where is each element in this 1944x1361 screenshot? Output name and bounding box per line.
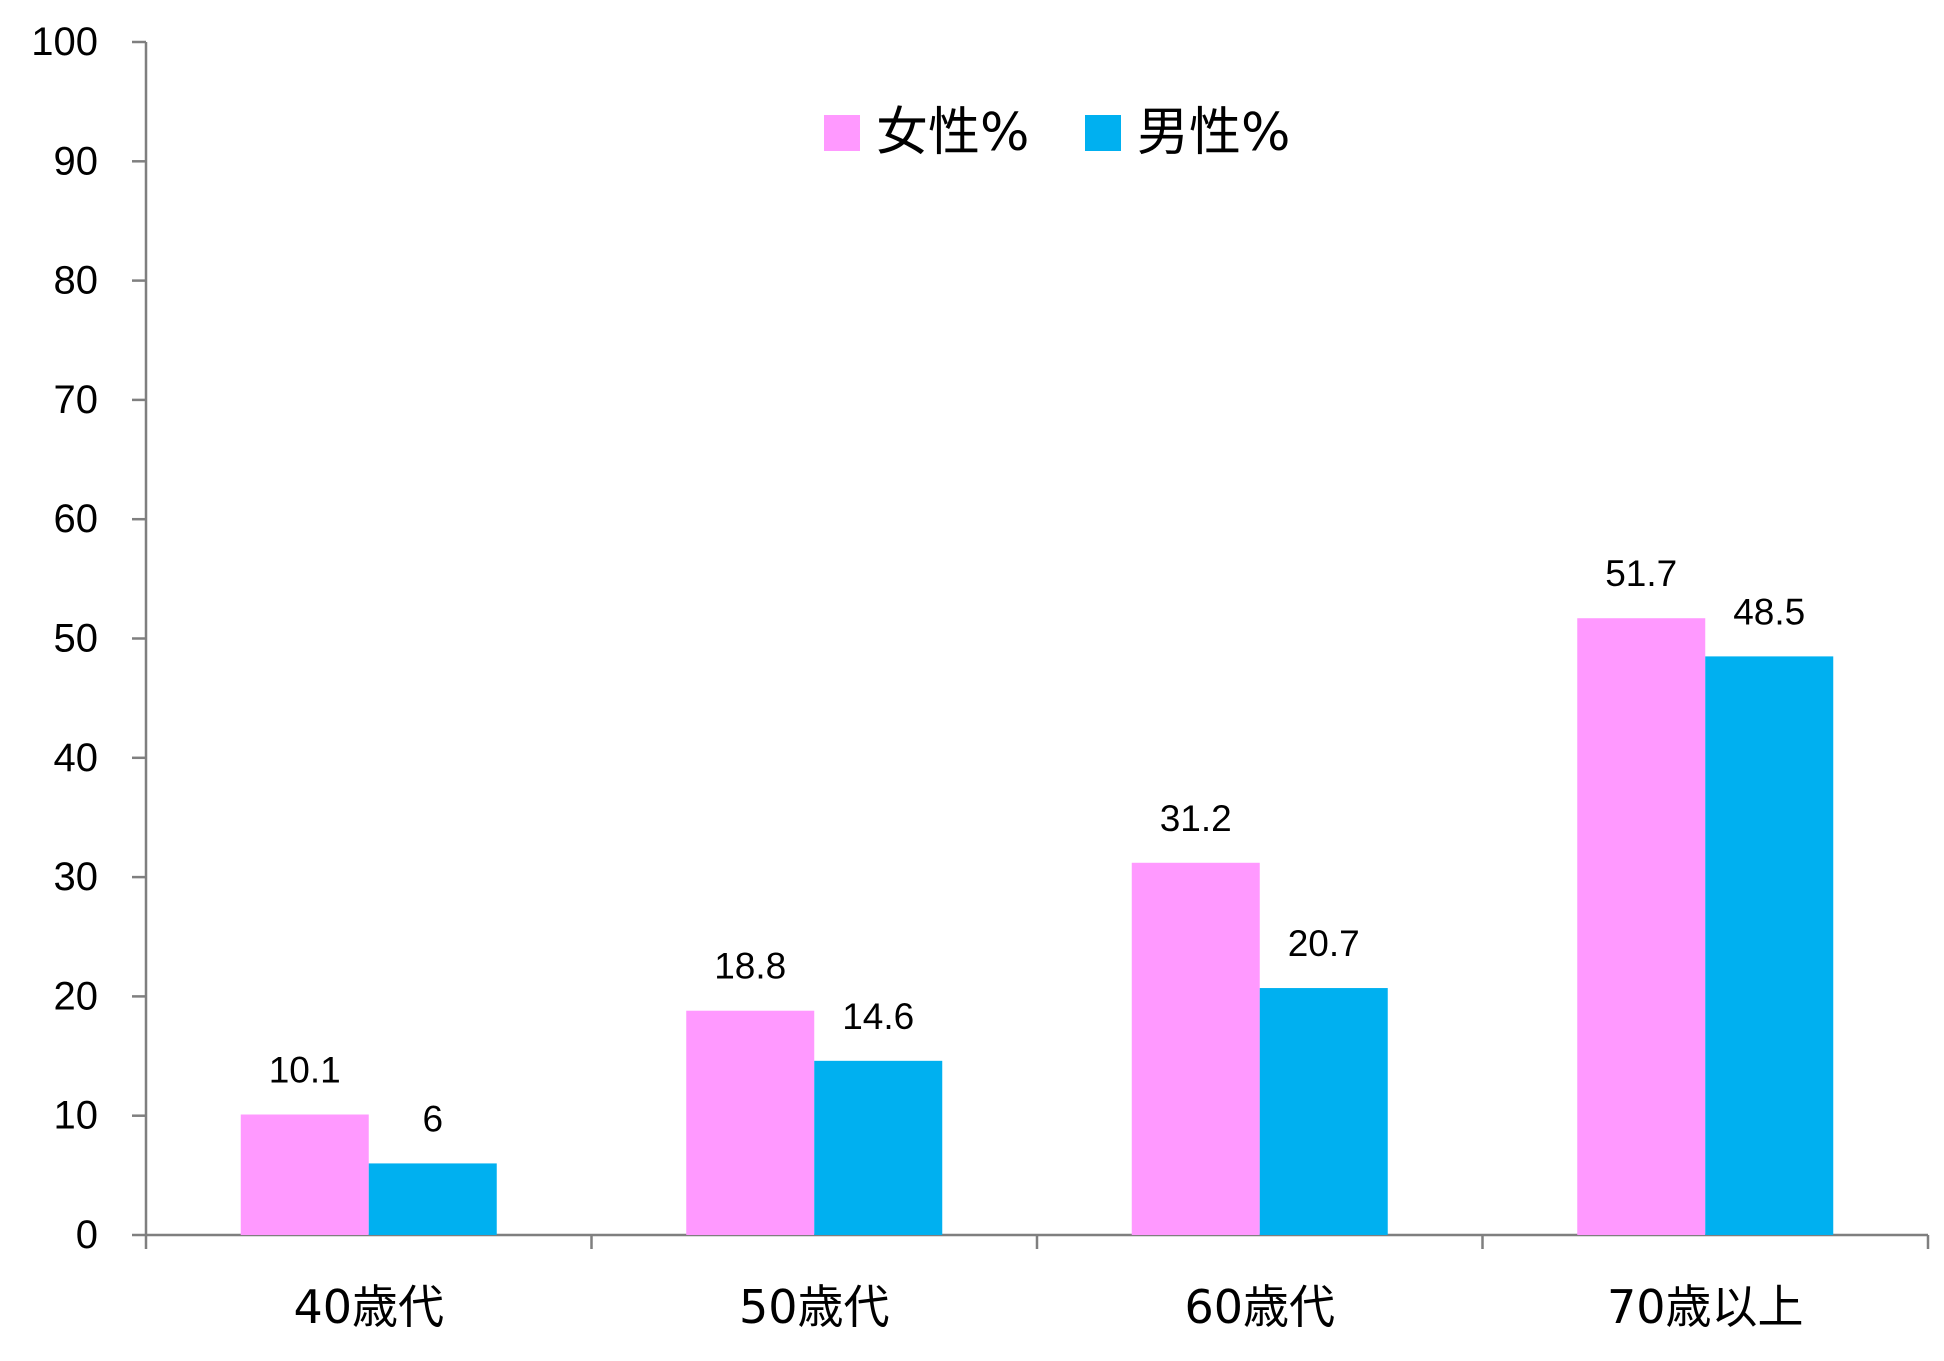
x-category-label: 70歳以上 <box>1607 1280 1804 1334</box>
bars <box>240 618 1834 1235</box>
x-category-label: 50歳代 <box>739 1280 890 1334</box>
y-tick-label: 0 <box>76 1213 98 1257</box>
data-label: 10.1 <box>269 1050 341 1091</box>
x-category-label: 60歳代 <box>1184 1280 1335 1334</box>
x-category-label: 40歳代 <box>293 1280 444 1334</box>
x-axis: 40歳代 50歳代 60歳代 70歳以上 <box>144 1233 1930 1334</box>
y-tick-label: 10 <box>54 1094 99 1138</box>
bar-male-0 <box>368 1163 497 1235</box>
data-label: 51.7 <box>1605 553 1677 594</box>
data-label: 31.2 <box>1160 798 1232 839</box>
y-tick-label: 90 <box>54 139 99 183</box>
bar-female-3 <box>1577 618 1706 1235</box>
bar-female-1 <box>686 1010 815 1235</box>
data-label: 48.5 <box>1733 591 1805 632</box>
legend: 女性% 男性% <box>824 103 1290 163</box>
bar-female-0 <box>240 1114 369 1235</box>
y-tick-label: 50 <box>54 617 99 661</box>
data-label: 18.8 <box>714 946 786 987</box>
legend-label-male: 男性% <box>1137 103 1290 163</box>
bar-male-2 <box>1259 988 1388 1235</box>
y-tick-label: 100 <box>31 20 98 64</box>
y-axis: 0 10 20 30 40 50 60 70 80 90 100 <box>31 20 148 1257</box>
legend-swatch-male <box>1085 115 1121 151</box>
data-label: 14.6 <box>842 996 914 1037</box>
bar-male-1 <box>814 1060 943 1235</box>
legend-swatch-female <box>824 115 860 151</box>
data-labels: 10.1 6 18.8 14.6 31.2 20.7 51.7 48.5 <box>269 553 1806 1139</box>
y-tick-label: 80 <box>54 259 99 303</box>
legend-label-female: 女性% <box>876 103 1029 163</box>
y-tick-label: 40 <box>54 736 99 780</box>
y-tick-label: 60 <box>54 497 99 541</box>
bar-male-3 <box>1705 656 1834 1235</box>
data-label: 20.7 <box>1288 923 1360 964</box>
y-tick-label: 30 <box>54 855 99 899</box>
y-tick-label: 70 <box>54 378 99 422</box>
y-tick-label: 20 <box>54 974 99 1018</box>
data-label: 6 <box>422 1098 443 1139</box>
bar-female-2 <box>1131 862 1260 1235</box>
